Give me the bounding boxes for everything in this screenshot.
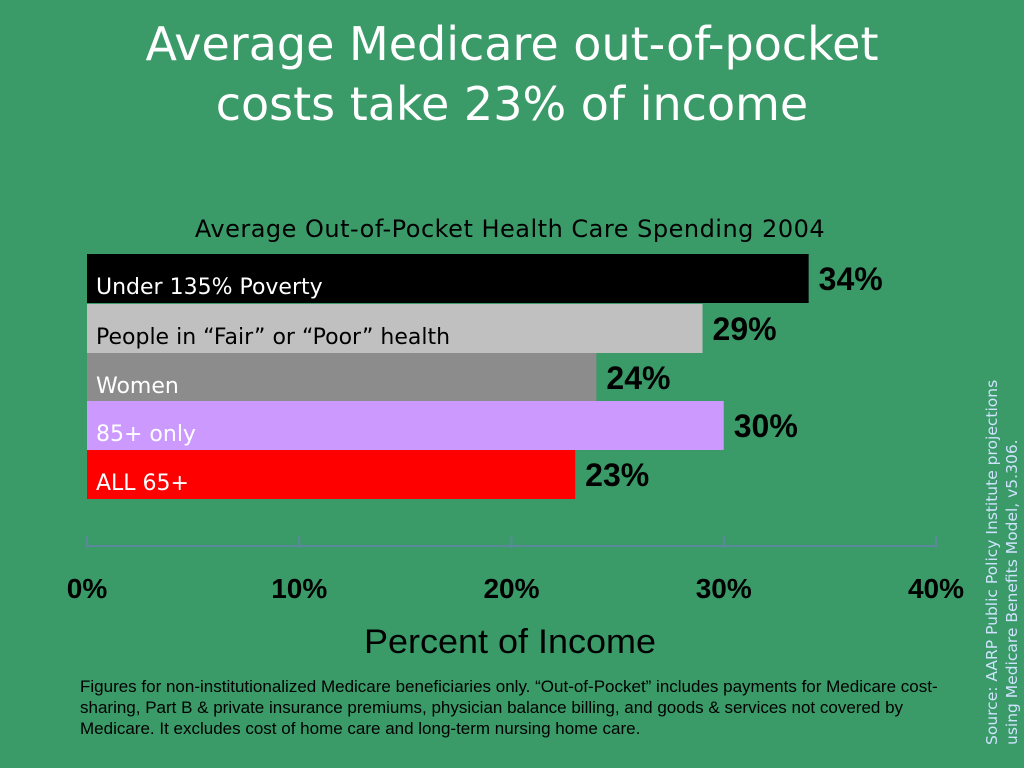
x-tick-label: 20%: [483, 573, 539, 604]
bar-4: [87, 450, 576, 499]
x-tick-label: 40%: [908, 573, 964, 604]
bar-category-label: 85+ only: [96, 422, 196, 447]
bar-category-label: ALL 65+: [96, 471, 189, 496]
bar-category-label: People in “Fair” or “Poor” health: [96, 325, 450, 350]
data-label: 30%: [734, 408, 798, 444]
bar-2: [87, 353, 597, 402]
bar-1: [87, 304, 703, 353]
x-axis: 0% 10% 20% 30% 40%: [67, 536, 964, 604]
data-label: 23%: [585, 457, 649, 493]
x-tick-label: 30%: [696, 573, 752, 604]
bar-3: [87, 401, 724, 450]
bar-chart: Average Out-of-Pocket Health Care Spendi…: [67, 215, 964, 661]
slide-title: Average Medicare out-of-pocket costs tak…: [145, 17, 879, 131]
bars-group: Under 135% Poverty 34% People in “Fair” or…: [87, 254, 883, 499]
bar-category-label: Women: [96, 374, 179, 399]
x-tick-label: 0%: [67, 573, 108, 604]
bar-category-label: Under 135% Poverty: [96, 275, 323, 300]
data-label: 34%: [819, 261, 883, 297]
bar-0: [87, 254, 809, 303]
source-note: Source: AARP Public Policy Institute pro…: [983, 379, 1021, 745]
data-label: 29%: [713, 311, 777, 347]
x-tick-label: 10%: [271, 573, 327, 604]
x-axis-title: Percent of Income: [364, 623, 656, 661]
footnote: Figures for non-institutionalized Medica…: [80, 677, 938, 738]
data-label: 24%: [606, 360, 670, 396]
chart-title: Average Out-of-Pocket Health Care Spendi…: [195, 215, 825, 243]
